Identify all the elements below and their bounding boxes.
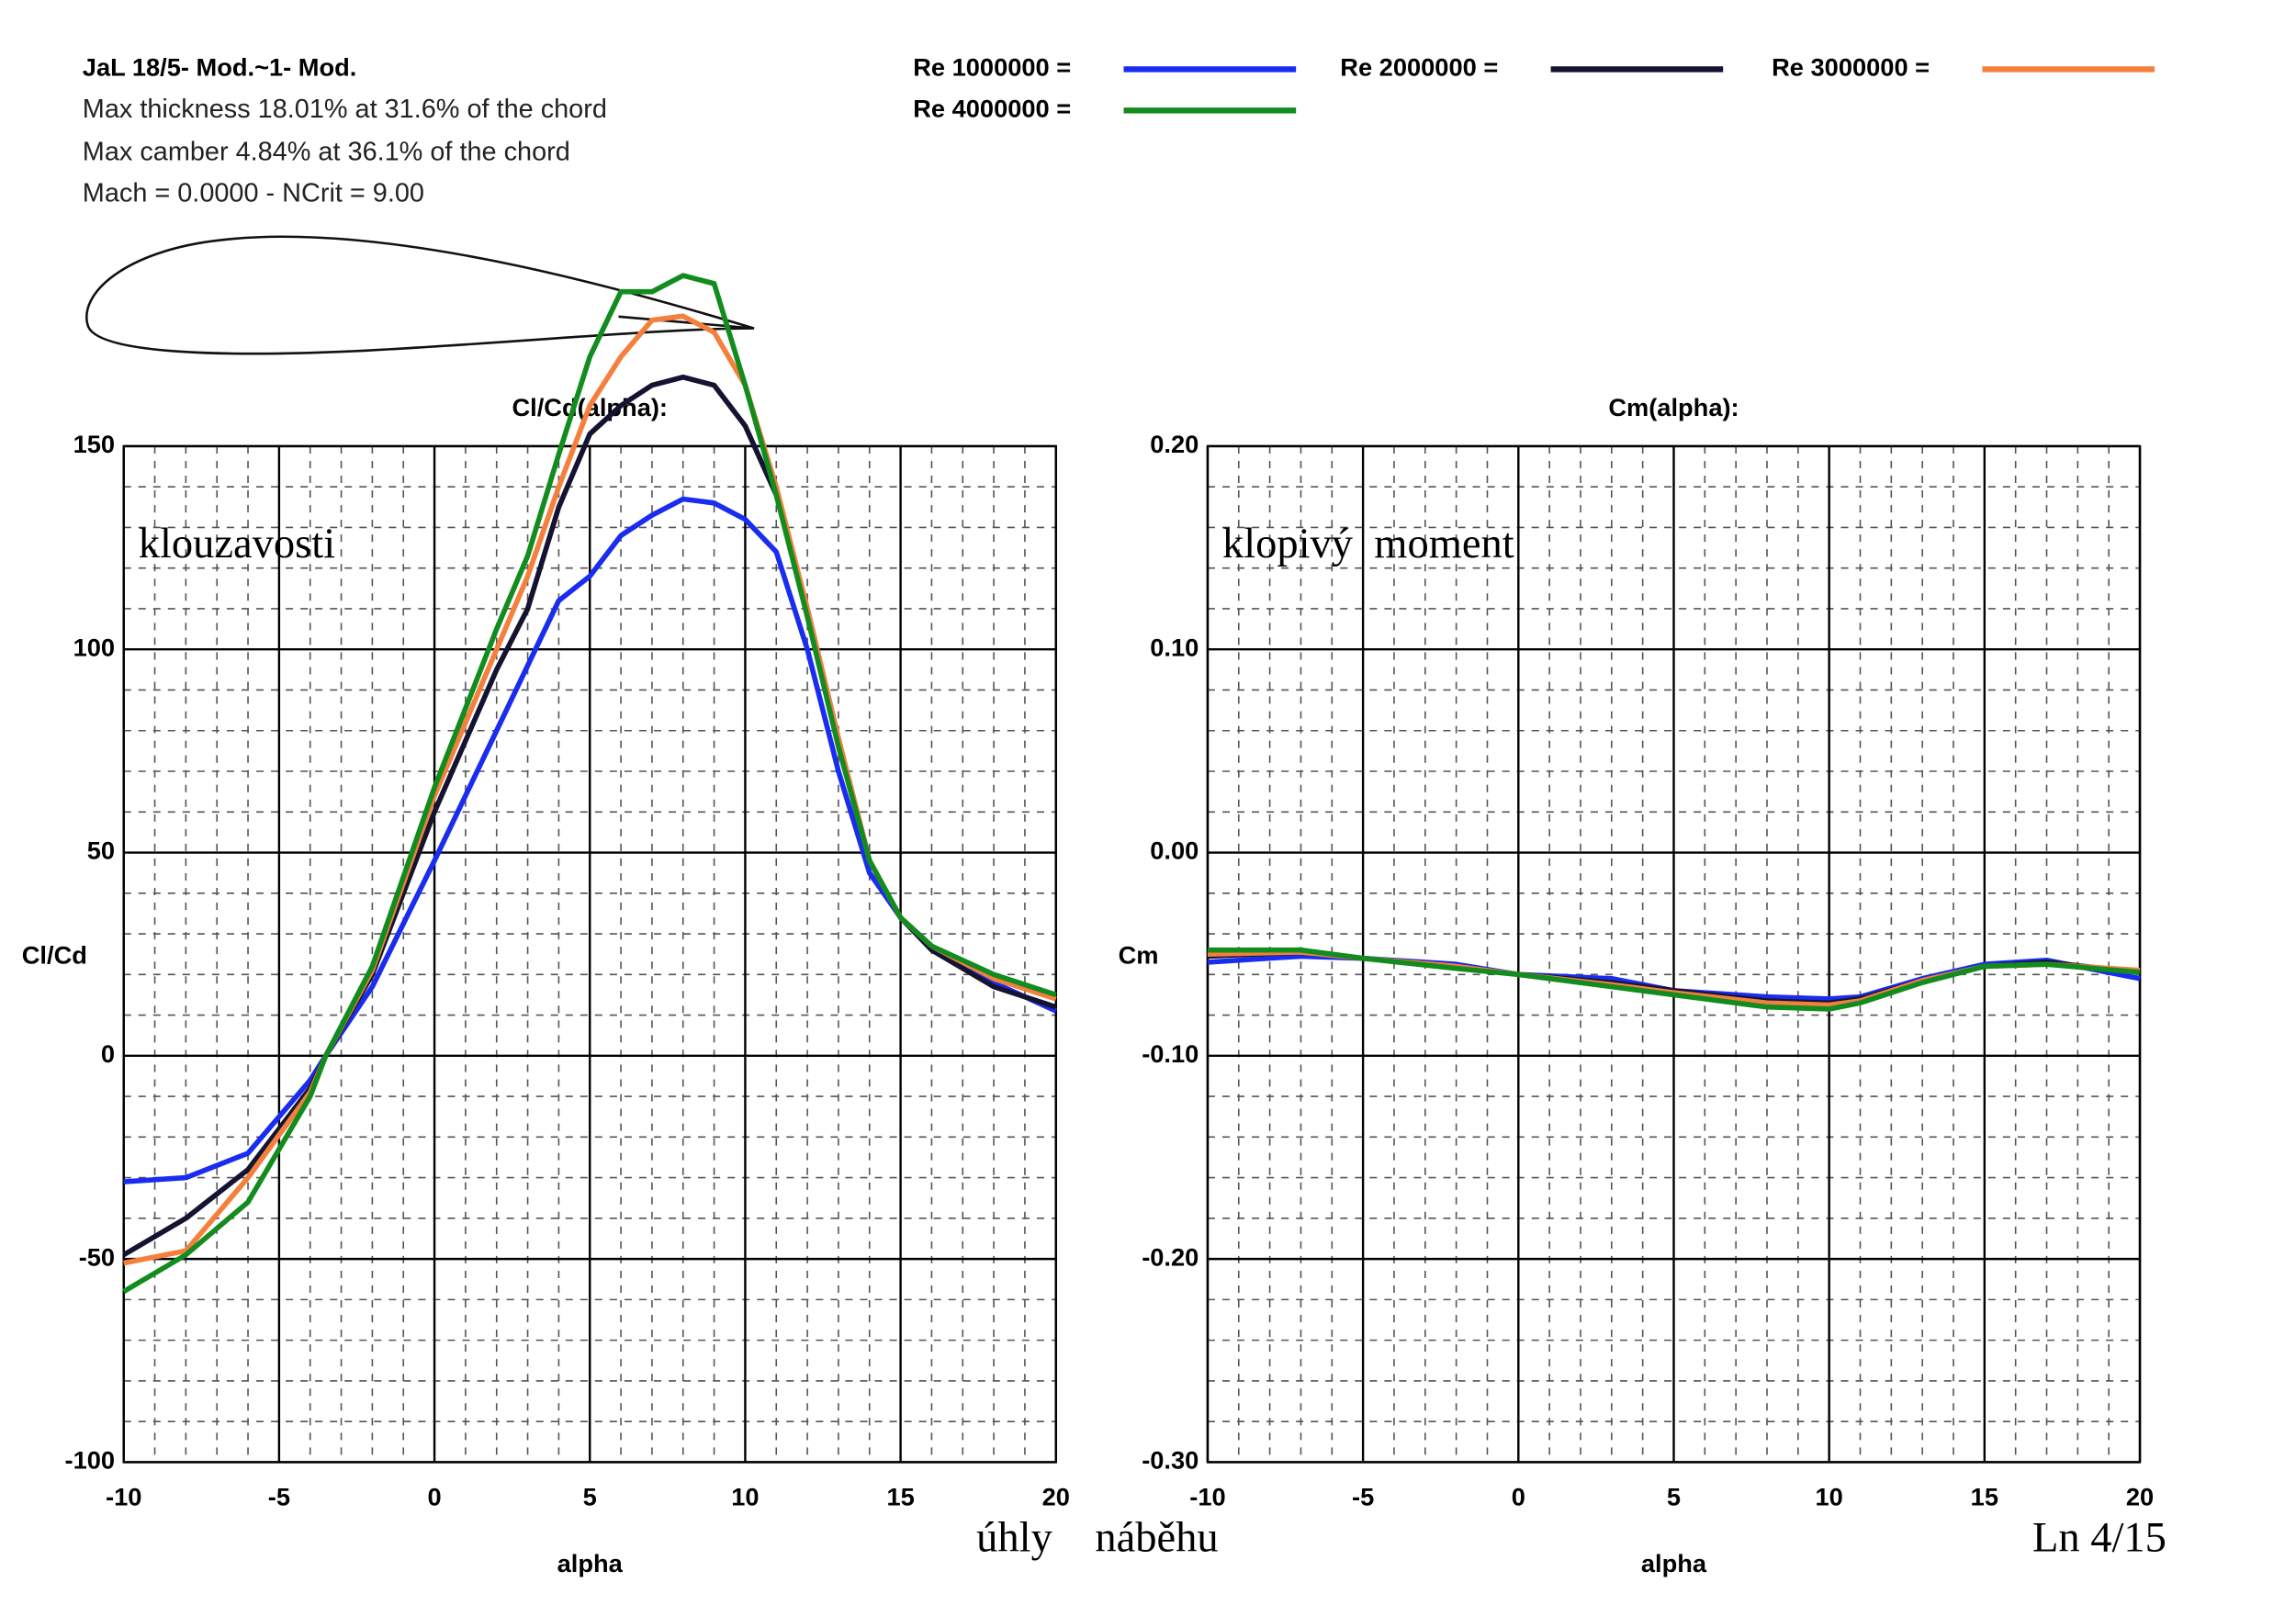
x-tick-label: 0	[1512, 1483, 1525, 1511]
legend-label: Re 3000000 =	[1772, 53, 1930, 82]
x-tick-label: -5	[268, 1483, 290, 1511]
x-tick-label: 10	[1816, 1483, 1843, 1511]
series-line	[122, 273, 1057, 1294]
x-tick-label: -5	[1352, 1483, 1374, 1511]
y-tick-label: 0.20	[1150, 430, 1199, 458]
airfoil	[85, 235, 755, 355]
annotation: úhly náběhu	[976, 1515, 1218, 1562]
y-tick-label: -50	[79, 1242, 115, 1271]
y-tick-label: 0	[101, 1039, 115, 1068]
y-tick-label: 50	[87, 836, 115, 865]
x-tick-label: 20	[1042, 1483, 1070, 1511]
y-tick-label: -100	[65, 1446, 116, 1475]
y-tick-label: -0.30	[1142, 1446, 1199, 1475]
annotation: klouzavosti	[139, 521, 335, 567]
legend-label: Re 1000000 =	[913, 53, 1071, 82]
y-tick-label: -0.20	[1142, 1242, 1199, 1271]
x-axis-label: alpha	[557, 1549, 624, 1577]
y-tick-label: 100	[73, 633, 115, 661]
annotation: Ln 4/15	[2032, 1515, 2167, 1562]
y-tick-label: 0.00	[1150, 836, 1199, 865]
x-tick-label: 15	[1971, 1483, 1998, 1511]
header-line: Max thickness 18.01% at 31.6% of the cho…	[83, 95, 607, 124]
y-tick-label: 0.10	[1150, 633, 1199, 661]
x-tick-label: -10	[1189, 1483, 1225, 1511]
x-tick-label: 10	[731, 1483, 759, 1511]
x-axis-label: alpha	[1641, 1549, 1707, 1577]
header-title: JaL 18/5- Mod.~1- Mod.	[83, 53, 357, 82]
chart-title: Cm(alpha):	[1608, 393, 1739, 421]
legend-label: Re 4000000 =	[913, 95, 1071, 123]
x-tick-label: 5	[1667, 1483, 1681, 1511]
x-tick-label: 5	[583, 1483, 597, 1511]
y-tick-label: -0.10	[1142, 1039, 1199, 1068]
header-line: Mach = 0.0000 - NCrit = 9.00	[83, 178, 424, 208]
x-tick-label: -10	[106, 1483, 141, 1511]
annotation: klopivý moment	[1222, 521, 1514, 567]
legend-label: Re 2000000 =	[1340, 53, 1498, 82]
series-line	[1207, 947, 2141, 1012]
x-tick-label: 20	[2126, 1483, 2154, 1511]
y-tick-label: 150	[73, 430, 115, 458]
y-axis-label: Cm	[1119, 941, 1159, 970]
header-line: Max camber 4.84% at 36.1% of the chord	[83, 137, 570, 166]
x-tick-label: 15	[886, 1483, 914, 1511]
y-axis-label: Cl/Cd	[22, 941, 87, 970]
x-tick-label: 0	[427, 1483, 441, 1511]
